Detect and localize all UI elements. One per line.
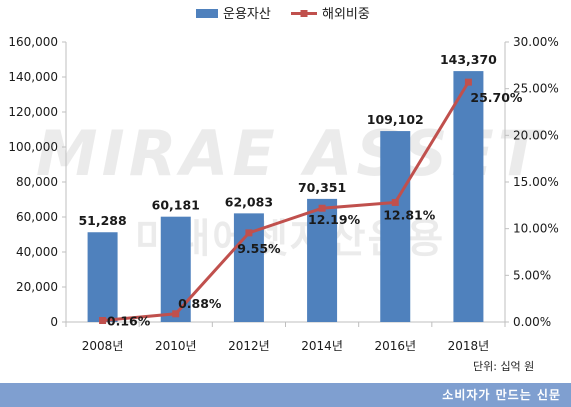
x-tick-label: 2010년 <box>155 339 197 353</box>
y-right-tick-label: 10.00% <box>513 222 559 236</box>
bar-data-label: 60,181 <box>152 198 200 213</box>
footer-text: 소비자가 만드는 신문 <box>442 388 561 402</box>
line-data-label: 0.16% <box>107 314 151 329</box>
y-right-tick-label: 0.00% <box>513 315 551 329</box>
legend-line-label: 해외비중 <box>322 7 370 22</box>
line-series-path <box>102 81 470 323</box>
y-left-tick-label: 20,000 <box>16 280 58 294</box>
line-data-label: 12.19% <box>308 212 361 227</box>
bar-data-label: 109,102 <box>367 112 424 127</box>
bar <box>87 232 118 322</box>
x-tick-label: 2012년 <box>228 339 270 353</box>
line-point-marker <box>245 229 253 237</box>
legend-bar-label: 운용자산 <box>223 7 271 22</box>
bar <box>380 131 411 322</box>
bar-data-label: 62,083 <box>225 194 273 209</box>
footer-bar: 소비자가 만드는 신문 <box>0 383 571 407</box>
y-left-tick-label: 160,000 <box>8 35 58 49</box>
legend-line-marker <box>300 10 308 17</box>
bar <box>453 71 484 322</box>
y-left-tick-label: 0 <box>50 315 58 329</box>
line-data-label: 12.81% <box>383 207 436 222</box>
x-tick-label: 2014년 <box>301 339 343 353</box>
x-tick-label: 2008년 <box>82 339 124 353</box>
legend-bar-swatch <box>196 9 218 18</box>
bar-data-label: 143,370 <box>440 52 497 67</box>
line-point-marker <box>318 204 326 212</box>
y-left-tick-label: 40,000 <box>16 245 58 259</box>
y-right-tick-label: 25.00% <box>513 82 559 96</box>
y-left-tick-label: 80,000 <box>16 175 58 189</box>
line-data-label: 9.55% <box>237 241 281 256</box>
line-data-label: 25.70% <box>470 90 523 105</box>
line-point-marker <box>172 310 180 318</box>
line-point-marker <box>464 78 472 86</box>
y-right-tick-label: 30.00% <box>513 35 559 49</box>
y-right-tick-label: 15.00% <box>513 175 559 189</box>
x-tick-label: 2018년 <box>448 339 490 353</box>
y-left-tick-label: 60,000 <box>16 210 58 224</box>
y-left-tick-label: 120,000 <box>8 105 58 119</box>
x-tick-label: 2016년 <box>374 339 416 353</box>
bar-data-label: 70,351 <box>298 180 346 195</box>
unit-note: 단위: 십억 원 <box>473 360 535 373</box>
y-right-tick-label: 20.00% <box>513 128 559 142</box>
line-point-marker <box>391 198 399 206</box>
bar <box>307 198 338 322</box>
y-right-tick-label: 5.00% <box>513 268 551 282</box>
y-left-tick-label: 140,000 <box>8 70 58 84</box>
bar-data-label: 51,288 <box>78 213 126 228</box>
line-data-label: 0.88% <box>178 296 222 311</box>
line-point-marker <box>99 317 107 325</box>
chart-svg: MIRAE ASSET 미래에셋자산운용 020,00040,00060,000… <box>8 7 559 353</box>
y-left-tick-label: 100,000 <box>8 140 58 154</box>
